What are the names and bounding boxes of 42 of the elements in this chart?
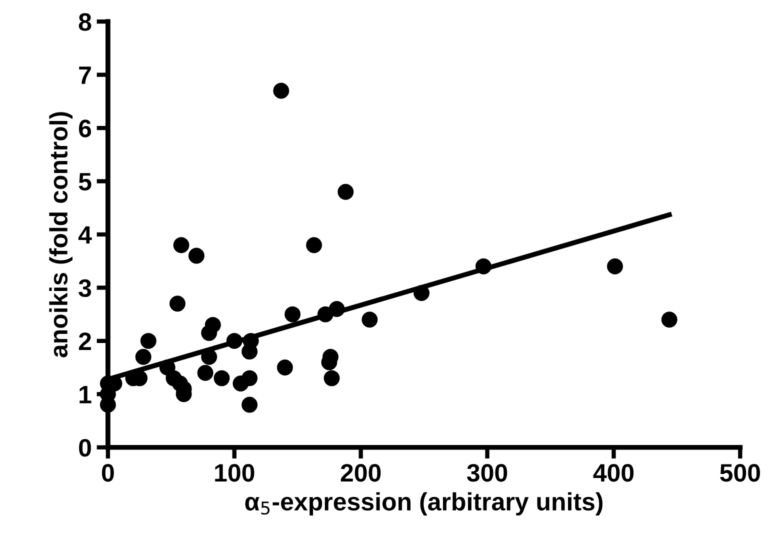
point (173, 237, 190, 254)
y-tick-label: 0 (79, 438, 91, 457)
point (197, 364, 214, 381)
point (306, 237, 322, 254)
point (328, 301, 345, 317)
point (242, 396, 258, 413)
x-tick-label: 0 (102, 464, 114, 482)
x-tick-label: 500 (720, 464, 760, 482)
y-tick-label: 3 (78, 279, 92, 298)
point (276, 360, 293, 376)
point (476, 258, 492, 274)
x-tick-label: 300 (466, 464, 508, 482)
point (414, 285, 430, 301)
point (242, 332, 259, 349)
point (284, 306, 301, 322)
y-tick-label: 4 (78, 226, 92, 244)
y-tick-label: 7 (79, 66, 91, 84)
y-tick-label: 1 (80, 386, 92, 404)
point (607, 258, 623, 274)
y-tick-label: 8 (78, 13, 92, 31)
point (188, 248, 204, 264)
point (226, 332, 242, 349)
point (362, 312, 378, 328)
point (661, 312, 678, 328)
point (140, 332, 156, 349)
x-axis-title: α$_{5}$-expression (arbitrary units) (245, 492, 603, 516)
x-tick-label: 400 (593, 464, 634, 482)
y-tick-label: 6 (78, 120, 92, 138)
point (324, 370, 340, 386)
y-tick-label: 2 (78, 332, 91, 350)
point (242, 370, 258, 386)
point (214, 370, 230, 386)
point (201, 348, 218, 365)
y-axis-title: anoikis (fold control) (49, 112, 73, 358)
x-tick-label: 200 (340, 464, 381, 482)
point (338, 184, 354, 200)
point (204, 316, 221, 333)
y-tick-label: 5 (78, 173, 92, 191)
point (170, 296, 186, 312)
x-tick-label: 100 (215, 464, 254, 482)
point (273, 82, 290, 99)
point (135, 348, 152, 365)
